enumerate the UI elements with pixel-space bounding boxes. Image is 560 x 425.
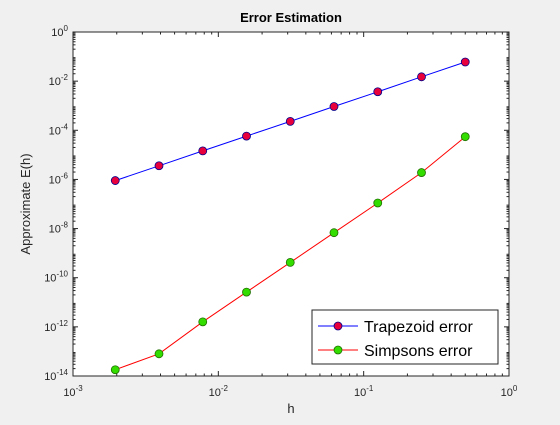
series-1-point <box>154 349 164 359</box>
x-axis-label: h <box>287 401 294 416</box>
y-tick-label: 10-2 <box>49 73 69 88</box>
legend-label-simpsons: Simpsons error <box>364 343 473 360</box>
x-tick-label: 10-1 <box>354 384 374 399</box>
series-layer <box>110 57 470 375</box>
y-tick-label: 10-6 <box>49 171 69 186</box>
legend-label-trapezoid: Trapezoid error <box>364 319 473 336</box>
axis-ticks: 10-3 10-2 10-1 100 100 10-2 10-4 10-6 10-8 10-10 1… <box>44 24 518 399</box>
series-0-point <box>329 102 339 111</box>
y-tick-label: 100 <box>51 24 68 39</box>
chart-title: Error Estimation <box>240 10 342 25</box>
series-1-point <box>285 258 295 267</box>
series-1-point <box>460 132 470 142</box>
series-1-point <box>198 317 208 327</box>
series-0-point <box>198 146 208 156</box>
y-tick-label: 10-14 <box>44 368 68 383</box>
series-1-point <box>373 198 383 208</box>
y-tick-label: 10-12 <box>44 319 68 334</box>
x-tick-label: 100 <box>501 384 518 399</box>
series-1-point <box>242 287 251 297</box>
x-tick-label: 10-2 <box>209 384 229 399</box>
series-1-point <box>110 365 120 375</box>
legend-marker-simpsons <box>333 345 343 355</box>
series-0-point <box>110 176 120 185</box>
y-tick-label: 10-4 <box>49 122 69 137</box>
x-tick-label: 10-3 <box>63 384 83 399</box>
legend-marker-trapezoid <box>333 321 343 331</box>
series-0-point <box>460 57 470 67</box>
legend: Trapezoid error Simpsons error <box>311 309 499 365</box>
y-tick-label: 10-8 <box>49 221 69 236</box>
series-0-point <box>285 116 295 126</box>
series-0-point <box>154 161 164 171</box>
y-tick-label: 10-10 <box>44 270 68 285</box>
series-1-point <box>417 168 426 177</box>
series-0-point <box>242 131 251 141</box>
series-0-point <box>417 72 426 82</box>
series-0-point <box>373 87 383 97</box>
series-1-point <box>329 228 339 238</box>
y-axis-label: Approximate E(h) <box>18 153 33 254</box>
legend-box <box>311 309 499 365</box>
